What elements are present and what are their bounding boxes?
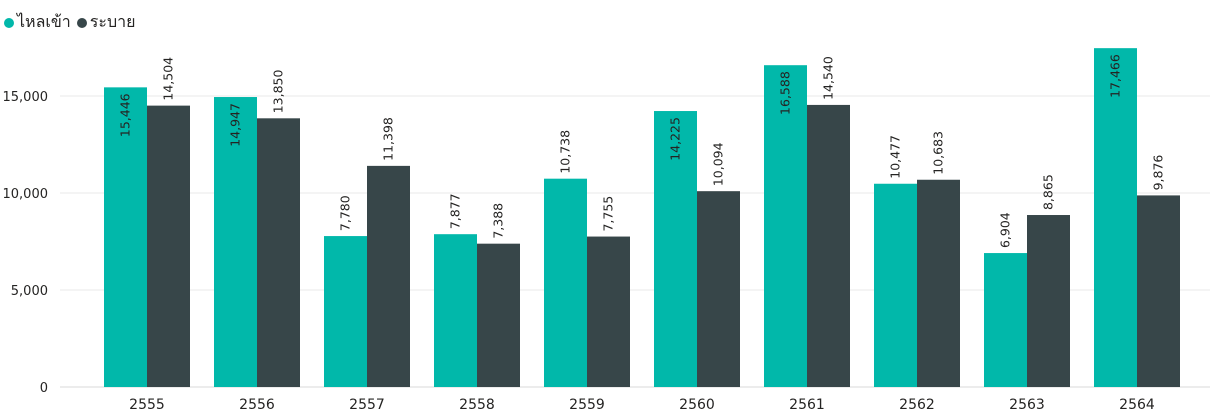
bar-inflow[interactable] (214, 97, 257, 387)
y-tick-label: 0 (40, 381, 48, 396)
bar-release[interactable] (1137, 195, 1180, 387)
data-label: 8,865 (1041, 174, 1056, 210)
data-label: 7,780 (338, 195, 353, 231)
data-label: 17,466 (1108, 54, 1123, 98)
data-label: 11,398 (381, 117, 396, 161)
y-tick-label: 10,000 (3, 187, 49, 202)
x-tick-label: 2557 (349, 397, 385, 413)
legend-label-inflow: ไหลเข้า (17, 12, 71, 31)
legend-marker-release (76, 17, 87, 28)
x-tick-label: 2560 (679, 397, 715, 413)
x-tick-label: 2559 (569, 397, 605, 413)
x-tick-label: 2562 (899, 397, 935, 413)
data-label: 15,446 (118, 93, 133, 137)
legend-marker-inflow (4, 17, 14, 28)
x-tick-label: 2561 (789, 397, 825, 413)
bar-release[interactable] (1027, 215, 1070, 387)
data-label: 10,477 (888, 135, 903, 179)
bar-release[interactable] (697, 191, 740, 387)
y-tick-label: 5,000 (11, 284, 48, 299)
bar-release[interactable] (917, 179, 960, 387)
data-label: 7,388 (491, 203, 506, 239)
bar-inflow[interactable] (104, 87, 147, 388)
bar-inflow[interactable] (764, 65, 807, 387)
x-tick-label: 2555 (129, 397, 165, 413)
x-tick-label: 2556 (239, 397, 275, 413)
bar-inflow[interactable] (1094, 48, 1137, 387)
bar-inflow[interactable] (434, 234, 477, 387)
bar-inflow[interactable] (324, 236, 367, 387)
chart-legend: ไหลเข้า ระบาย (4, 10, 136, 35)
data-label: 6,904 (998, 212, 1013, 248)
data-label: 14,540 (821, 56, 836, 100)
data-label: 9,876 (1151, 155, 1166, 191)
legend-label-release: ระบาย (89, 12, 136, 31)
bar-release[interactable] (807, 104, 850, 387)
bar-inflow[interactable] (874, 183, 917, 387)
x-tick-label: 2558 (459, 397, 495, 413)
data-label: 7,877 (448, 193, 463, 229)
x-tick-label: 2564 (1119, 397, 1155, 413)
data-label: 14,225 (668, 117, 683, 161)
data-label: 14,504 (161, 57, 176, 101)
y-tick-label: 15,000 (3, 90, 49, 105)
bar-release[interactable] (587, 236, 630, 387)
legend-item-inflow[interactable]: ไหลเข้า (4, 10, 71, 35)
data-label: 14,947 (228, 103, 243, 147)
bar-inflow[interactable] (654, 111, 697, 387)
bar-release[interactable] (147, 105, 190, 387)
data-label: 16,588 (778, 71, 793, 115)
bar-inflow[interactable] (984, 253, 1027, 387)
data-label: 10,683 (931, 131, 946, 175)
bar-release[interactable] (257, 118, 300, 387)
bar-release[interactable] (477, 243, 520, 387)
bar-inflow[interactable] (544, 178, 587, 387)
data-label: 10,094 (711, 142, 726, 186)
data-label: 13,850 (271, 70, 286, 114)
data-label: 10,738 (558, 130, 573, 174)
bar-release[interactable] (367, 165, 410, 387)
legend-item-release[interactable]: ระบาย (76, 10, 136, 35)
data-label: 7,755 (601, 196, 616, 232)
x-tick-label: 2563 (1009, 397, 1045, 413)
